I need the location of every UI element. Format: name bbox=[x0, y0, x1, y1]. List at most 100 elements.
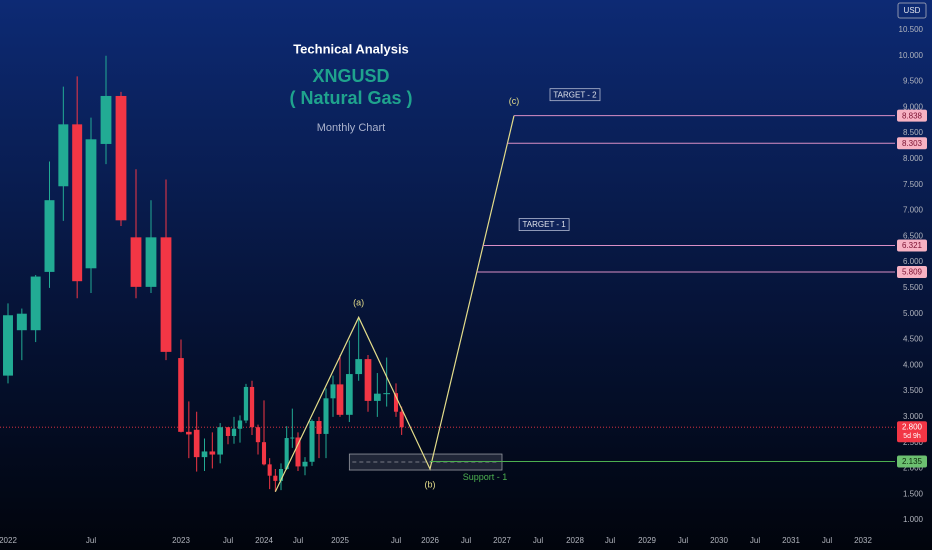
x-tick-label: Jul bbox=[461, 536, 471, 545]
candle-body bbox=[323, 398, 329, 434]
candle-body bbox=[261, 442, 267, 465]
y-tick-label: 10.000 bbox=[899, 51, 924, 60]
candle-body bbox=[100, 95, 112, 144]
wave-label: (b) bbox=[425, 479, 436, 489]
x-tick-label: 2027 bbox=[493, 536, 511, 545]
wave-label: (c) bbox=[509, 96, 520, 106]
candle-body bbox=[284, 438, 289, 469]
y-tick-label: 7.500 bbox=[903, 180, 924, 189]
y-tick-label: 2.500 bbox=[903, 438, 924, 447]
candle-body bbox=[115, 95, 127, 221]
price-tag bbox=[897, 265, 927, 278]
chart-title: Technical Analysis bbox=[293, 41, 409, 56]
y-tick-label: 1.500 bbox=[903, 489, 924, 498]
candle-body bbox=[145, 237, 157, 287]
candle-body bbox=[130, 237, 142, 287]
target-box bbox=[549, 88, 601, 102]
candle-body bbox=[355, 359, 363, 375]
y-tick-label: 10.500 bbox=[899, 25, 924, 34]
candle-body bbox=[217, 427, 223, 455]
price-tag bbox=[897, 455, 927, 468]
y-tick-label: 5.000 bbox=[903, 309, 924, 318]
candle-body bbox=[72, 124, 83, 282]
countdown: 5d 9h bbox=[903, 433, 921, 440]
candle-body bbox=[336, 384, 344, 415]
price-tag-label: 5.809 bbox=[902, 268, 923, 277]
x-tick-label: 2024 bbox=[255, 536, 273, 545]
candle-body bbox=[209, 451, 216, 455]
last-price-label: 2.800 bbox=[902, 422, 923, 431]
y-tick-label: 3.000 bbox=[903, 412, 924, 421]
candle-body bbox=[193, 429, 200, 458]
candle-body bbox=[225, 427, 231, 436]
candle-body bbox=[201, 451, 208, 458]
x-tick-label: Jul bbox=[750, 536, 760, 545]
candle-body bbox=[85, 139, 97, 269]
x-tick-label: 2023 bbox=[172, 536, 190, 545]
candle-body bbox=[249, 386, 255, 428]
candle-body bbox=[330, 384, 336, 399]
target-box bbox=[518, 218, 570, 231]
symbol: XNGUSD bbox=[312, 66, 389, 86]
x-tick-label: Jul bbox=[293, 536, 303, 545]
y-tick-label: 7.000 bbox=[903, 206, 924, 215]
x-tick-label: Jul bbox=[533, 536, 543, 545]
candle-body bbox=[3, 315, 13, 376]
candle-body bbox=[267, 464, 272, 476]
target-label: TARGET - 1 bbox=[522, 220, 566, 229]
x-tick-label: 2025 bbox=[331, 536, 349, 545]
candle-body bbox=[237, 420, 243, 429]
wave-label: (a) bbox=[353, 298, 364, 308]
candle-body bbox=[58, 124, 69, 187]
subtitle: ( Natural Gas ) bbox=[289, 88, 412, 108]
candle-body bbox=[290, 437, 295, 439]
candle-body bbox=[178, 358, 184, 432]
x-tick-label: Jul bbox=[391, 536, 401, 545]
y-tick-label: 8.000 bbox=[903, 154, 924, 163]
candle-body bbox=[345, 374, 353, 415]
candle-body bbox=[364, 359, 372, 401]
support-label: Support - 1 bbox=[463, 472, 508, 482]
y-tick-label: 9.000 bbox=[903, 102, 924, 111]
price-tag bbox=[897, 137, 927, 150]
y-tick-label: 3.500 bbox=[903, 386, 924, 395]
x-tick-label: 2029 bbox=[638, 536, 656, 545]
candle-body bbox=[44, 200, 55, 272]
x-tick-label: 2026 bbox=[421, 536, 439, 545]
y-tick-label: 5.500 bbox=[903, 283, 924, 292]
candle-body bbox=[255, 427, 261, 443]
x-tick-label: Jul bbox=[223, 536, 233, 545]
x-tick-label: 2028 bbox=[566, 536, 584, 545]
candle-body bbox=[302, 461, 308, 467]
candle-body bbox=[278, 468, 284, 481]
last-price-tag bbox=[897, 421, 927, 443]
candle-body bbox=[295, 437, 301, 467]
candle-body bbox=[399, 411, 404, 428]
currency: USD bbox=[904, 6, 921, 15]
currency-box bbox=[897, 2, 927, 19]
candle-body bbox=[309, 421, 315, 462]
timeframe: Monthly Chart bbox=[317, 122, 385, 134]
y-tick-label: 6.000 bbox=[903, 257, 924, 266]
x-tick-label: Jul bbox=[678, 536, 688, 545]
candle-body bbox=[160, 237, 172, 352]
price-tag bbox=[897, 109, 927, 122]
x-tick-label: 2032 bbox=[854, 536, 872, 545]
x-tick-label: Jul bbox=[822, 536, 832, 545]
candle-body bbox=[186, 431, 192, 435]
candle-body bbox=[16, 313, 27, 331]
candle-body bbox=[30, 276, 41, 331]
candle-body bbox=[231, 428, 237, 436]
candle-body bbox=[243, 386, 249, 421]
x-tick-label: Jul bbox=[605, 536, 615, 545]
x-tick-label: 2022 bbox=[0, 536, 17, 545]
candle-body bbox=[383, 393, 391, 395]
candle-body bbox=[373, 393, 381, 401]
y-tick-label: 4.000 bbox=[903, 360, 924, 369]
price-tag-label: 2.135 bbox=[902, 457, 923, 466]
candle-body bbox=[393, 393, 399, 412]
target-label: TARGET - 2 bbox=[553, 90, 597, 99]
y-tick-label: 4.500 bbox=[903, 335, 924, 344]
y-tick-label: 6.500 bbox=[903, 231, 924, 240]
